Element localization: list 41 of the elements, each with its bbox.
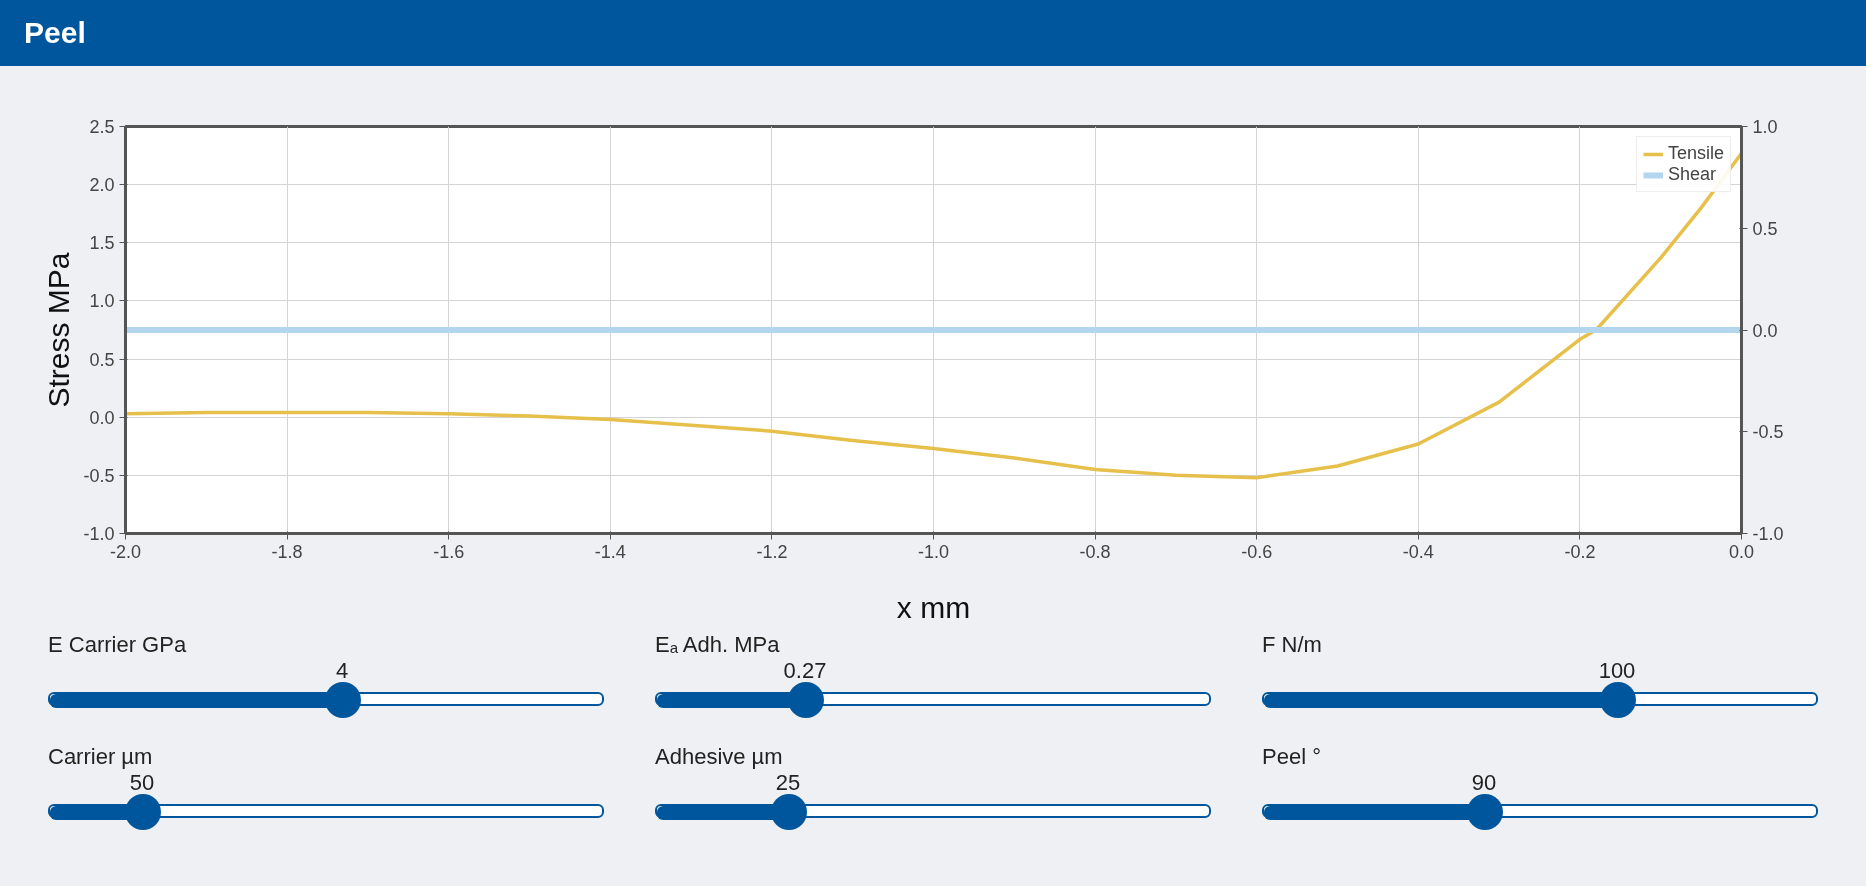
y-tick-label: 0.5 (89, 349, 115, 370)
text: Eₐ Adh. MPa (655, 632, 780, 658)
text: F N/m (1262, 632, 1322, 658)
x-tick-label: 0.0 (1728, 541, 1755, 562)
text: E Carrier GPa (48, 632, 187, 658)
text: Peel ° (1262, 744, 1321, 770)
text: 25 (774, 770, 802, 796)
y-tick-label: 0.0 (89, 407, 115, 428)
x-tick-label: -1.4 (594, 541, 626, 562)
legend-label: Shear (1667, 164, 1717, 185)
x-tick-label: -1.8 (271, 541, 303, 562)
x-tick-label: -0.8 (1079, 541, 1111, 562)
text: Carrier µm (48, 744, 153, 770)
x-tick-label: -0.4 (1402, 541, 1434, 562)
text: 4 (334, 658, 350, 684)
text: 0.27 (782, 658, 828, 684)
x-tick-label: -0.6 (1241, 541, 1273, 562)
legend-label: Tensile (1667, 143, 1724, 164)
y2-tick-label: 0.0 (1752, 320, 1778, 341)
text: 90 (1470, 770, 1498, 796)
x-tick-label: -2.0 (109, 541, 142, 562)
y-tick-label: 2.5 (89, 117, 115, 137)
x-tick-label: -1.2 (756, 541, 788, 562)
y2-tick-label: 0.5 (1752, 218, 1778, 239)
y-axis-title: Stress MPa (42, 252, 76, 408)
chart-title: Peel (24, 15, 86, 51)
y-tick-label: -0.5 (83, 465, 115, 486)
y-tick-label: 1.5 (89, 233, 115, 254)
x-tick-label: -0.2 (1564, 541, 1596, 562)
text: 100 (1597, 658, 1637, 684)
y2-tick-label: -0.5 (1752, 422, 1784, 443)
text: Adhesive µm (655, 744, 783, 770)
y-tick-label: 1.0 (89, 291, 115, 312)
x-axis-title: x mm (896, 590, 971, 624)
x-tick-label: -1.0 (917, 541, 950, 562)
y-tick-label: -1.0 (83, 524, 115, 544)
y-tick-label: 2.0 (89, 175, 115, 196)
y2-tick-label: 1.0 (1752, 117, 1778, 137)
x-tick-label: -1.6 (433, 541, 465, 562)
y2-tick-label: -1.0 (1752, 524, 1784, 544)
text: 50 (128, 770, 156, 796)
